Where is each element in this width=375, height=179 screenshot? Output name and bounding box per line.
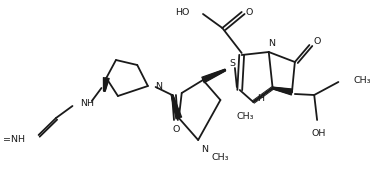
Text: H: H	[258, 93, 264, 103]
Text: N: N	[268, 38, 275, 47]
Text: S: S	[229, 59, 235, 67]
Text: NH: NH	[80, 98, 94, 108]
Text: N: N	[156, 81, 163, 91]
Text: CH₃: CH₃	[354, 76, 371, 84]
Text: O: O	[246, 8, 253, 16]
Text: OH: OH	[312, 129, 326, 137]
Text: =NH: =NH	[3, 136, 25, 144]
Text: CH₃: CH₃	[237, 112, 254, 120]
Text: N: N	[201, 146, 208, 154]
Text: O: O	[314, 37, 321, 45]
Text: CH₃: CH₃	[212, 154, 229, 163]
Text: HO: HO	[175, 8, 189, 16]
Text: O: O	[172, 125, 180, 134]
